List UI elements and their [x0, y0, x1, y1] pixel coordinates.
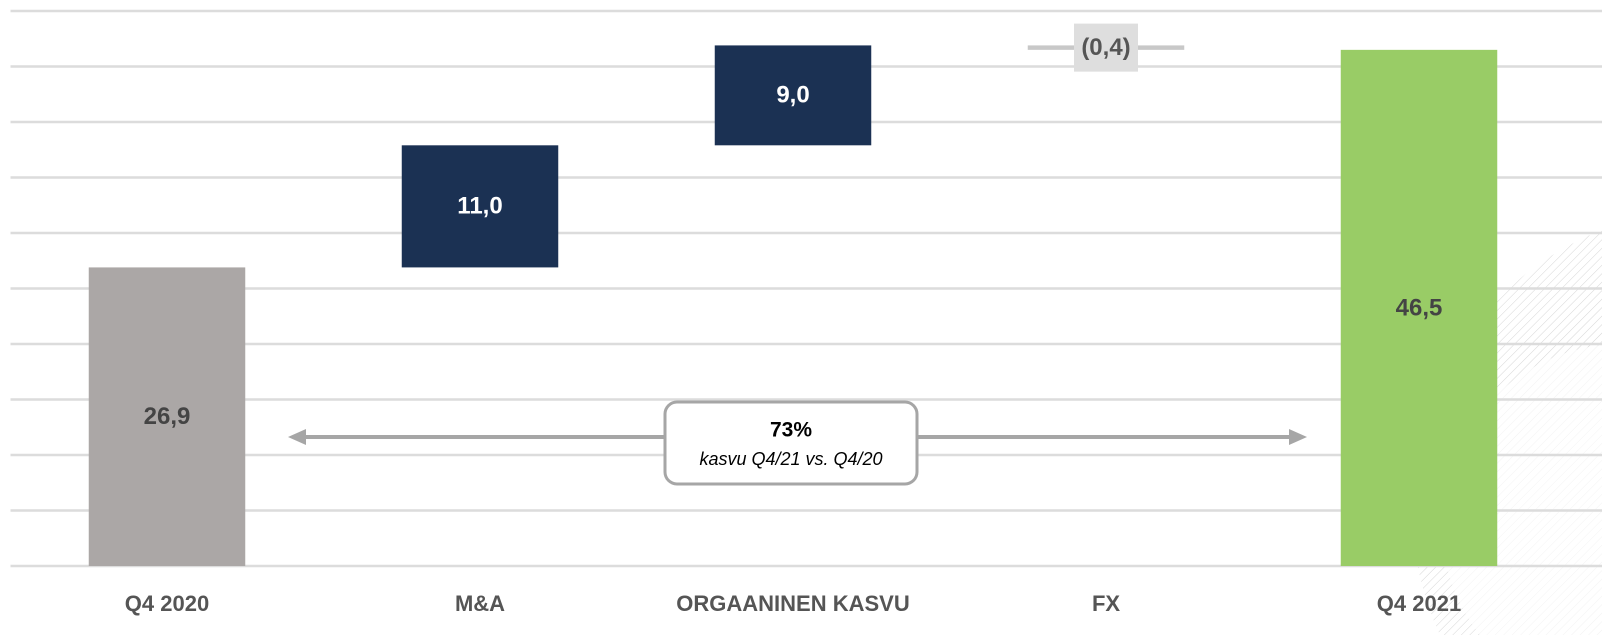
bars: 26,9 Q4 2020 11,0 M&A 9,0 ORGAANINEN KASVU (0,…	[88, 23, 1498, 616]
x-tick-label: M&A	[455, 591, 505, 616]
annotation-text: kasvu Q4/21 vs. Q4/20	[699, 449, 882, 469]
bar	[1340, 49, 1498, 567]
value-label: 46,5	[1396, 294, 1443, 321]
bar	[88, 267, 246, 566]
x-tick-label: ORGAANINEN KASVU	[676, 591, 909, 616]
arrow-head	[288, 429, 306, 445]
value-label: 9,0	[776, 82, 809, 109]
x-tick-label: Q4 2020	[125, 591, 209, 616]
annotation-value: 73%	[770, 419, 812, 442]
value-label: 11,0	[457, 193, 502, 220]
arrow-head	[1289, 429, 1307, 445]
value-label: (0,4)	[1081, 34, 1130, 61]
x-tick-label: Q4 2021	[1377, 591, 1461, 616]
value-label-box	[1074, 23, 1138, 72]
bar	[714, 45, 872, 146]
x-tick-label: FX	[1092, 591, 1120, 616]
annotation: 73% kasvu Q4/21 vs. Q4/20	[288, 400, 1307, 486]
annotation-box	[663, 400, 919, 486]
bar	[401, 145, 559, 268]
value-label: 26,9	[144, 403, 191, 430]
